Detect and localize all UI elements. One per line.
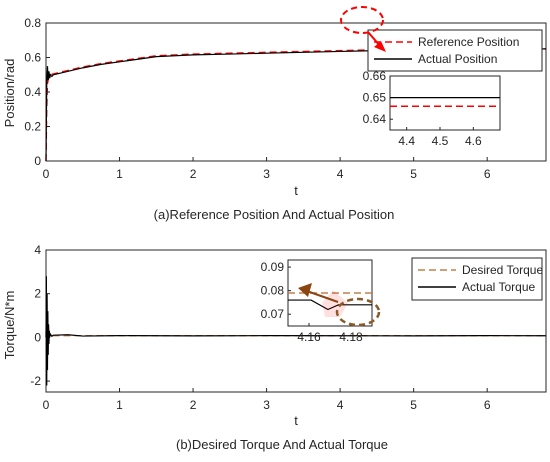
highlight-ellipse <box>340 6 384 34</box>
y-tick-label: 0.6 <box>24 51 41 65</box>
panel-a-y-axis-label: Position/rad <box>2 59 17 128</box>
y-tick-label: 0.2 <box>24 120 41 134</box>
y-tick-label: 0 <box>34 154 41 168</box>
legend-box <box>367 29 543 72</box>
panel-a: (a)Reference Position And Actual Positio… <box>2 6 547 222</box>
inset-y-tick-label: 0.66 <box>363 69 387 83</box>
panel-b-x-axis-label: t <box>294 413 298 428</box>
legend-label: Actual Torque <box>462 280 535 294</box>
panel-a-caption: (a)Reference Position And Actual Positio… <box>154 207 395 222</box>
x-tick-label: 0 <box>43 167 50 181</box>
inset-plot-area <box>389 75 501 131</box>
y-tick-label: -2 <box>30 374 41 388</box>
x-tick-label: 4 <box>337 398 344 412</box>
callout-arrowhead <box>298 283 312 297</box>
legend-label: Reference Position <box>418 35 519 49</box>
inset-x-tick-label: 4.5 <box>432 134 449 148</box>
legend-box <box>411 257 543 301</box>
x-tick-label: 3 <box>263 167 270 181</box>
y-tick-label: 2 <box>34 287 41 301</box>
x-tick-label: 6 <box>484 167 491 181</box>
legend-label: Desired Torque <box>462 263 543 277</box>
x-tick-label: 3 <box>263 398 270 412</box>
y-tick-label: 0.8 <box>24 16 41 30</box>
inset-x-tick-label: 4.18 <box>339 330 363 344</box>
inset-y-tick-label: 0.07 <box>261 307 285 321</box>
x-tick-label: 1 <box>116 167 123 181</box>
x-tick-label: 5 <box>410 398 417 412</box>
panel-a-x-axis-label: t <box>294 183 298 198</box>
inset-y-tick-label: 0.64 <box>363 112 387 126</box>
x-tick-label: 2 <box>190 167 197 181</box>
callout-arrow-line <box>303 289 339 303</box>
y-tick-label: 4 <box>34 243 41 257</box>
inset-x-tick-label: 4.6 <box>465 134 482 148</box>
y-tick-label: 0 <box>34 330 41 344</box>
inset-series-line <box>288 299 372 311</box>
inset-x-tick-label: 4.16 <box>297 330 321 344</box>
highlight-region <box>322 290 348 317</box>
highlight-ellipse <box>335 297 381 327</box>
x-tick-label: 0 <box>43 398 50 412</box>
callout-arrowhead <box>374 41 386 52</box>
panel-b-caption: (b)Desired Torque And Actual Torque <box>176 437 388 452</box>
legend-label: Actual Position <box>418 52 497 66</box>
panel-b-y-axis-label: Torque/N*m <box>2 291 17 360</box>
x-tick-label: 4 <box>337 167 344 181</box>
series-line <box>45 276 547 386</box>
x-tick-label: 2 <box>190 398 197 412</box>
panel-b: (b)Desired Torque And Actual Torque t To… <box>2 243 547 452</box>
inset-y-tick-label: 0.08 <box>261 284 285 298</box>
x-tick-label: 1 <box>116 398 123 412</box>
inset-y-tick-label: 0.09 <box>261 260 285 274</box>
y-tick-label: 0.4 <box>24 85 41 99</box>
x-tick-label: 6 <box>484 398 491 412</box>
x-tick-label: 5 <box>410 167 417 181</box>
inset-y-tick-label: 0.65 <box>363 91 387 105</box>
inset-x-tick-label: 4.4 <box>398 134 415 148</box>
